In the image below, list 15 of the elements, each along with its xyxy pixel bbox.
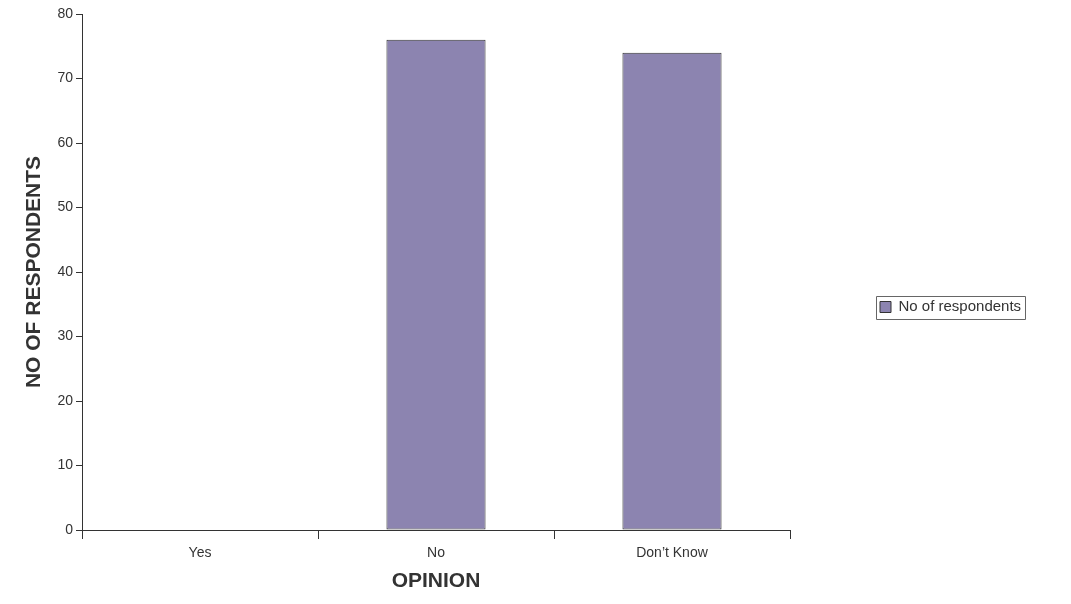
y-tick-label: 60 xyxy=(57,133,74,150)
y-tick-label: 70 xyxy=(57,69,74,86)
y-tick-label: 20 xyxy=(57,391,74,408)
y-tick-label: 40 xyxy=(57,262,74,279)
y-tick-label: 10 xyxy=(57,456,74,473)
x-axis-title: OPINION xyxy=(391,568,481,592)
y-tick-label: 30 xyxy=(57,327,74,344)
x-tick-label: Yes xyxy=(188,544,212,561)
y-axis-title: NO OF RESPONDENTS xyxy=(21,155,45,389)
x-tick-label: Don’t Know xyxy=(636,544,709,561)
x-tick-label: No xyxy=(427,544,446,561)
y-tick-label: 80 xyxy=(57,4,74,21)
y-tick-label: 50 xyxy=(57,198,74,215)
legend-label: No of respondents xyxy=(898,297,1022,315)
y-tick-label: 0 xyxy=(65,520,74,537)
